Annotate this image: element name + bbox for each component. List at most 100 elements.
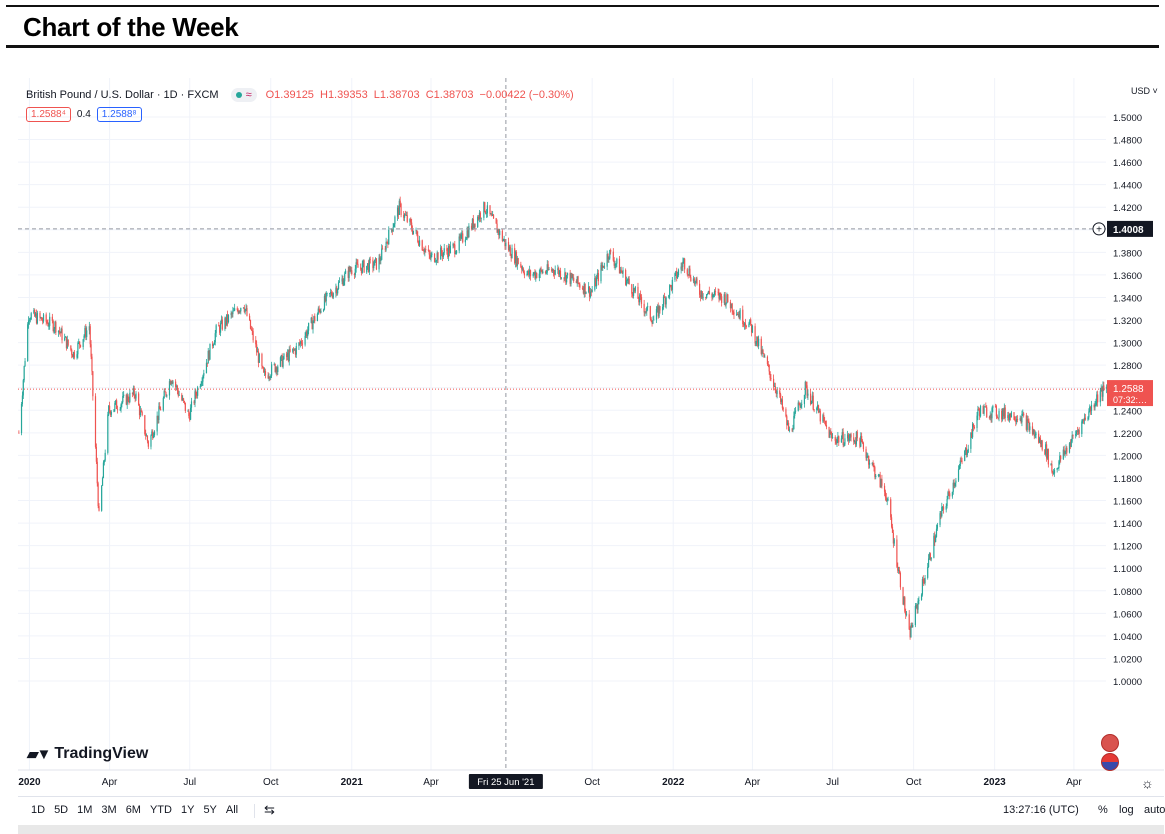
symbol-name[interactable]: British Pound / U.S. Dollar · 1D · FXCM — [26, 89, 219, 101]
candle-body — [582, 288, 584, 294]
candle-body — [1068, 443, 1071, 453]
candle-body — [306, 331, 308, 337]
candle-body — [196, 395, 198, 397]
candle-body — [830, 431, 832, 434]
candle-body — [590, 291, 592, 293]
candle-body — [532, 273, 534, 277]
candle-body — [57, 330, 60, 333]
range-button-1d[interactable]: 1D — [31, 804, 46, 816]
candle-body — [486, 205, 488, 214]
y-tick-label: 1.5000 — [1113, 113, 1142, 124]
range-button-6m[interactable]: 6M — [125, 804, 141, 816]
candle-body — [177, 390, 179, 396]
candle-body — [452, 244, 454, 246]
candle-body — [899, 573, 902, 588]
tradingview-logo[interactable]: ▰▼ TradingView — [27, 745, 148, 763]
candle-body — [701, 291, 703, 298]
candle-body — [144, 415, 146, 435]
candle-body — [251, 329, 253, 332]
candle-body — [131, 392, 134, 394]
candle-body — [21, 395, 24, 405]
candle-body — [707, 290, 710, 294]
legend-toggle[interactable]: ≈ — [230, 88, 257, 102]
percent-scale-button[interactable]: % — [1098, 804, 1108, 816]
candle-body — [988, 417, 990, 419]
candle-body — [564, 272, 566, 279]
us-flag-icon[interactable] — [1101, 753, 1119, 771]
candle-body — [573, 277, 575, 281]
candle-body — [58, 330, 60, 332]
candle-body — [659, 306, 661, 311]
candle-body — [201, 381, 203, 384]
candle-body — [520, 264, 522, 267]
candle-body — [904, 597, 906, 612]
candle-body — [18, 432, 20, 434]
candle-body — [477, 216, 480, 220]
y-tick-label: 1.0800 — [1113, 587, 1142, 598]
candle-body — [480, 217, 482, 219]
currency-dropdown[interactable]: USD ˅ — [1131, 86, 1158, 96]
candle-body — [219, 326, 221, 333]
candle-body — [256, 351, 259, 353]
candle-body — [898, 570, 901, 574]
candle-body — [292, 348, 294, 352]
candle-body — [271, 364, 273, 376]
candle-body — [1062, 449, 1064, 460]
candle-body — [946, 499, 948, 507]
candle-body — [836, 439, 838, 444]
log-scale-button[interactable]: log — [1119, 804, 1134, 816]
candle-body — [396, 207, 399, 217]
candle-body — [786, 416, 788, 426]
uk-flag-icon[interactable] — [1101, 734, 1119, 752]
candle-body — [325, 293, 327, 302]
candle-body — [224, 318, 226, 330]
candle-body — [787, 422, 790, 431]
gear-icon[interactable]: ☼ — [1141, 775, 1154, 791]
candle-body — [464, 239, 466, 243]
candle-body — [748, 323, 750, 328]
chart-frame[interactable]: 1.50001.48001.46001.44001.42001.40001.38… — [18, 78, 1164, 826]
candle-body — [496, 223, 498, 233]
sell-price-button[interactable]: 1.2588⁴ — [26, 107, 71, 122]
candle-body — [920, 594, 923, 600]
candle-body — [547, 264, 549, 270]
candle-body — [706, 294, 708, 298]
candle-body — [745, 325, 747, 328]
candle-body — [237, 309, 239, 314]
candle-body — [53, 328, 55, 332]
candle-body — [483, 202, 485, 218]
candle-body — [215, 325, 217, 334]
candle-body — [817, 405, 819, 409]
calendar-range-icon[interactable]: ⇆ — [264, 802, 275, 817]
candle-body — [834, 437, 836, 441]
candle-body — [234, 308, 236, 311]
clock-readout[interactable]: 13:27:16 (UTC) — [1003, 804, 1079, 816]
y-tick-label: 1.3600 — [1113, 271, 1142, 282]
candle-body — [485, 213, 488, 215]
range-button-5d[interactable]: 5D — [54, 804, 69, 816]
range-button-ytd[interactable]: YTD — [149, 804, 172, 816]
candle-body — [1071, 435, 1073, 442]
range-button-1y[interactable]: 1Y — [180, 804, 195, 816]
chart-canvas[interactable]: 1.50001.48001.46001.44001.42001.40001.38… — [18, 78, 1164, 826]
range-button-5y[interactable]: 5Y — [203, 804, 217, 816]
candle-body — [324, 295, 326, 302]
ohlc-values: O1.39125 H1.39353 L1.38703 C1.38703 −0.0… — [266, 89, 577, 101]
range-button-all[interactable]: All — [225, 804, 239, 816]
auto-scale-button[interactable]: auto — [1144, 804, 1165, 816]
candle-body — [329, 293, 331, 294]
candle-body — [521, 266, 523, 270]
candle-body — [226, 314, 228, 325]
candle-body — [559, 270, 562, 279]
candle-body — [602, 265, 604, 268]
candle-body — [381, 248, 384, 250]
candle-body — [447, 251, 449, 258]
candle-body — [422, 250, 424, 252]
candle-body — [421, 240, 423, 251]
range-button-1m[interactable]: 1M — [77, 804, 93, 816]
candle-body — [319, 310, 321, 313]
range-button-3m[interactable]: 3M — [101, 804, 117, 816]
buy-price-button[interactable]: 1.2588⁸ — [96, 107, 142, 122]
candle-body — [162, 398, 164, 411]
candle-body — [692, 278, 695, 282]
